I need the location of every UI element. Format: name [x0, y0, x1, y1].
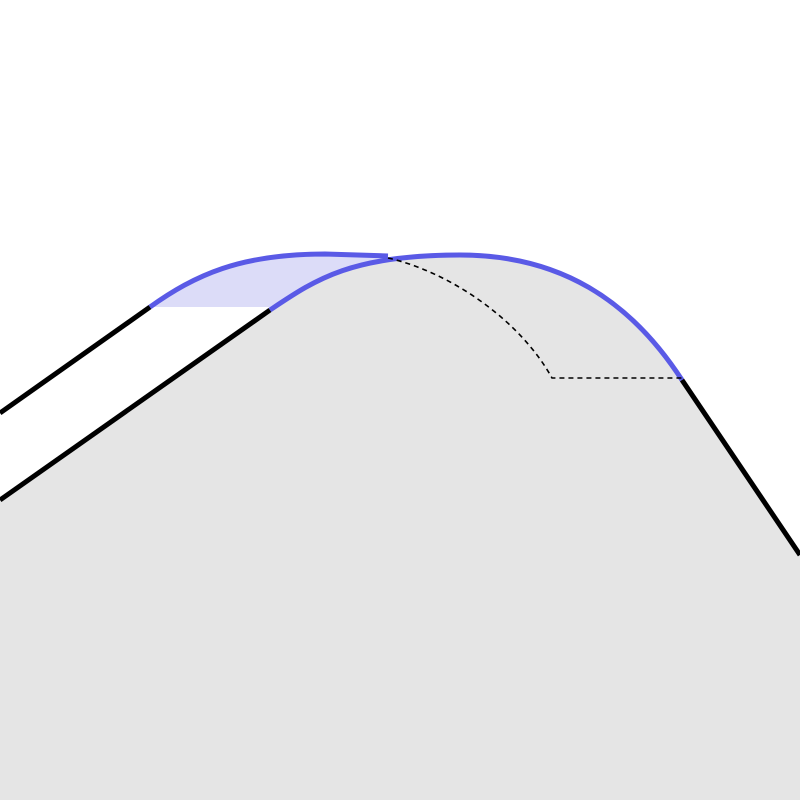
- inner-fillet-arc: [268, 252, 685, 382]
- inner-edge-line-left: [0, 307, 272, 503]
- outer-fillet-arc: [148, 251, 389, 310]
- filled-region: [0, 255, 800, 800]
- inner-edge-line-right: [679, 378, 800, 557]
- outer-edge-line: [0, 304, 152, 416]
- dashed-construction-guide: [387, 257, 682, 379]
- highlight-sliver: [150, 254, 388, 307]
